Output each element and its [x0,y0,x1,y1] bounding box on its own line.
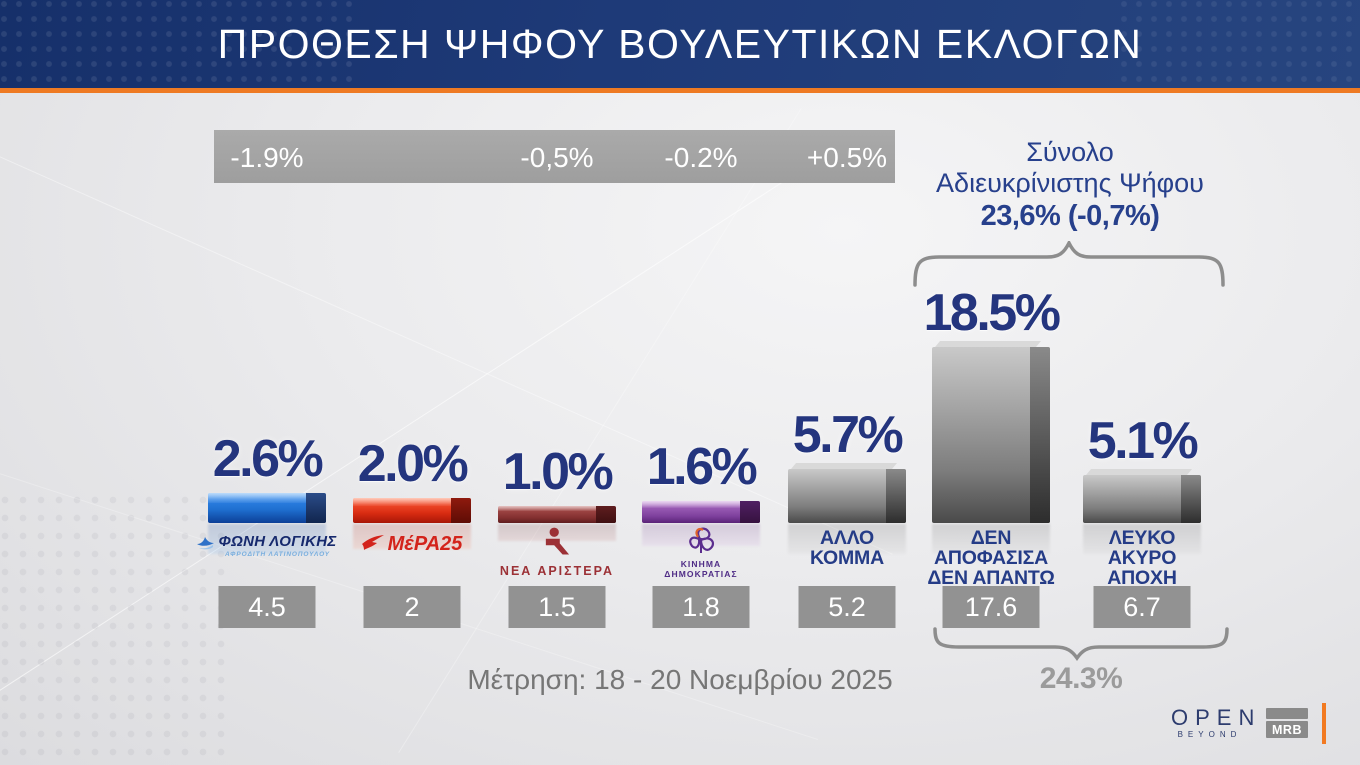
bar-top-face [1086,469,1193,475]
title-bar: ΠΡΟΘΕΣΗ ΨΗΦΟΥ ΒΟΥΛΕΥΤΙΚΩΝ ΕΚΛΟΓΩΝ [0,0,1360,88]
party-logo-nea-aristera: ΝΕΑ ΑΡΙΣΤΕΡΑ [479,527,635,578]
mrb-logo-bar [1266,708,1308,719]
previous-value-box-mera25: 2 [363,586,461,628]
party-logo-text: ΜέΡΑ25 [388,533,463,556]
undecided-summary-value: 23,6% (-0,7%) [980,200,1160,232]
bar-kinima-dimokratias [642,501,760,523]
party-logo-text: ΝΕΑ ΑΡΙΣΤΕΡΑ [500,561,614,578]
party-logo-kinima-dimokratias: ΚΙΝΗΜΑ ΔΗΜΟΚΡΑΤΙΑΣ [623,527,779,579]
undecided-summary-line1: Σύνολο [1026,137,1114,167]
party-logo-text-line: ΚΙΝΗΜΑ [680,559,722,569]
party-column-allo-komma: 5.7% ΑΛΛΟ ΚΟΜΜΑ 5.2 [785,0,909,765]
party-logo-name: ΝΕΑ ΑΡΙΣΤΕΡΑ [499,564,615,578]
bar-side-face [1029,347,1050,523]
party-caption-line: ΚΟΜΜΑ [810,547,884,569]
party-column-mera25: 2.0% ΜέΡΑ25 2 [350,0,474,765]
party-column-kinima-dimokratias: 1.6% ΚΙΝΗΜΑ ΔΗΜΟΚΡΑΤΙΑΣ 1.8 [639,0,763,765]
person-icon [544,527,570,561]
previous-value-box-den-apofasisa: 17.6 [942,586,1040,628]
party-logo-name: ΜέΡΑ25 [387,533,463,555]
bar-nea-aristera [498,506,616,523]
party-logo-text: ΦΩΝΗ ΛΟΓΙΚΗΣ ΑΦΡΟΔΙΤΗ ΛΑΤΙΝΟΠΟΥΛΟΥ [218,533,336,558]
party-logo-mera25: ΜέΡΑ25 [334,533,490,556]
previous-value-box-allo-komma: 5.2 [798,586,896,628]
party-column-leyko-akyro-apoxi: 5.1% ΛΕΥΚΟ ΑΚΥΡΟ ΑΠΟΧΗ 6.7 [1080,0,1204,765]
wave-icon [197,536,215,556]
previous-total-label: 24.3% [1039,662,1123,695]
value-label-allo-komma: 5.7% [792,406,904,464]
bar-leyko-akyro-apoxi [1083,469,1201,523]
bar-side-face [305,493,326,523]
party-logo-text-line: ΔΗΜΟΚΡΑΤΙΑΣ [664,569,738,579]
party-caption-allo-komma: ΑΛΛΟ ΚΟΜΜΑ [771,528,923,568]
bar-side-face [1180,475,1201,523]
change-value-kinima-dimokratias: -0.2% [664,142,738,173]
change-value-nea-aristera: -0,5% [520,142,594,173]
party-caption-line: ΔΕΝ ΑΠΑΝΤΩ [927,567,1055,589]
open-channel-logo: OPEN BEYOND [1164,705,1262,740]
party-column-den-apofasisa: 18.5% ΔΕΝ ΑΠΟΦΑΣΙΣΑ ΔΕΝ ΑΠΑΝΤΩ 17.6 [924,0,1061,765]
bar-top-face [791,463,898,469]
party-column-foni-logikis: 2.6% ΦΩΝΗ ΛΟΓΙΚΗΣ ΑΦΡΟΔΙΤΗ ΛΑΤΙΝΟΠΟΥΛΟΥ 4.5 [197,0,336,765]
flower-icon [686,527,716,559]
bird-icon [361,534,384,555]
previous-value-box-leyko-akyro-apoxi: 6.7 [1093,586,1191,628]
bar-side-face [739,501,760,523]
value-label-leyko-akyro-apoxi: 5.1% [1087,412,1199,470]
orange-tick [1322,703,1326,744]
party-caption-line: ΑΠΟΧΗ [1107,567,1177,589]
value-label-foni-logikis: 2.6% [212,430,324,488]
open-logo-word: OPEN [1171,705,1262,730]
previous-value-box-foni-logikis: 4.5 [218,586,316,628]
bar-side-face [450,498,471,523]
bar-side-face [885,469,906,523]
party-caption-line: ΑΚΥΡΟ [1107,547,1177,569]
top-bracket [913,241,1225,287]
change-value-foni-logikis: -1.9% [230,142,304,173]
party-logo-name: ΦΩΝΗ ΛΟΓΙΚΗΣ [218,533,337,550]
party-logo-foni-logikis: ΦΩΝΗ ΛΟΓΙΚΗΣ ΑΦΡΟΔΙΤΗ ΛΑΤΙΝΟΠΟΥΛΟΥ [189,533,345,558]
open-logo-beyond: BEYOND [1177,730,1242,739]
background-dots [0,495,235,765]
bar-mera25 [353,498,471,523]
previous-value-box-kinima-dimokratias: 1.8 [652,586,750,628]
bottom-bracket [933,627,1229,661]
undecided-summary-line2: Αδιευκρίνιστης Ψήφου [936,168,1204,198]
party-logo-text: ΚΙΝΗΜΑ ΔΗΜΟΚΡΑΤΙΑΣ [664,559,737,579]
party-caption-leyko-akyro-apoxi: ΛΕΥΚΟ ΑΚΥΡΟ ΑΠΟΧΗ [1066,528,1218,588]
undecided-summary: Σύνολο Αδιευκρίνιστης Ψήφου 23,6% (-0,7%… [905,137,1235,233]
bar-side-face [595,506,616,523]
page-title: ΠΡΟΘΕΣΗ ΨΗΦΟΥ ΒΟΥΛΕΥΤΙΚΩΝ ΕΚΛΟΓΩΝ [217,20,1143,67]
value-label-mera25: 2.0% [357,435,469,493]
orange-accent-rule [0,88,1360,93]
party-caption-line: ΔΕΝ ΑΠΟΦΑΣΙΣΑ [933,527,1048,569]
value-label-nea-aristera: 1.0% [502,443,614,501]
party-logo-subtitle: ΑΦΡΟΔΙΤΗ ΛΑΤΙΝΟΠΟΥΛΟΥ [224,551,331,558]
party-caption-line: ΛΕΥΚΟ [1108,527,1176,549]
mrb-logo-text: MRB [1266,721,1308,738]
survey-note: Μέτρηση: 18 - 20 Νοεμβρίου 2025 [467,664,893,695]
bar-top-face [935,341,1042,347]
bar-allo-komma [788,463,906,523]
change-value-allo-komma: +0.5% [806,142,888,173]
party-caption-line: ΑΛΛΟ [820,527,874,549]
party-caption-den-apofasisa: ΔΕΝ ΑΠΟΦΑΣΙΣΑ ΔΕΝ ΑΠΑΝΤΩ [915,528,1067,588]
previous-value-box-nea-aristera: 1.5 [508,586,606,628]
bar-den-apofasisa [932,341,1050,523]
value-label-den-apofasisa: 18.5% [923,284,1061,342]
mrb-logo: MRB [1266,708,1308,738]
change-band: -1.9% -0,5% -0.2% +0.5% [214,130,895,183]
bar-foni-logikis [208,493,326,523]
party-column-nea-aristera: 1.0% ΝΕΑ ΑΡΙΣΤΕΡΑ 1.5 [495,0,619,765]
value-label-kinima-dimokratias: 1.6% [646,438,758,496]
